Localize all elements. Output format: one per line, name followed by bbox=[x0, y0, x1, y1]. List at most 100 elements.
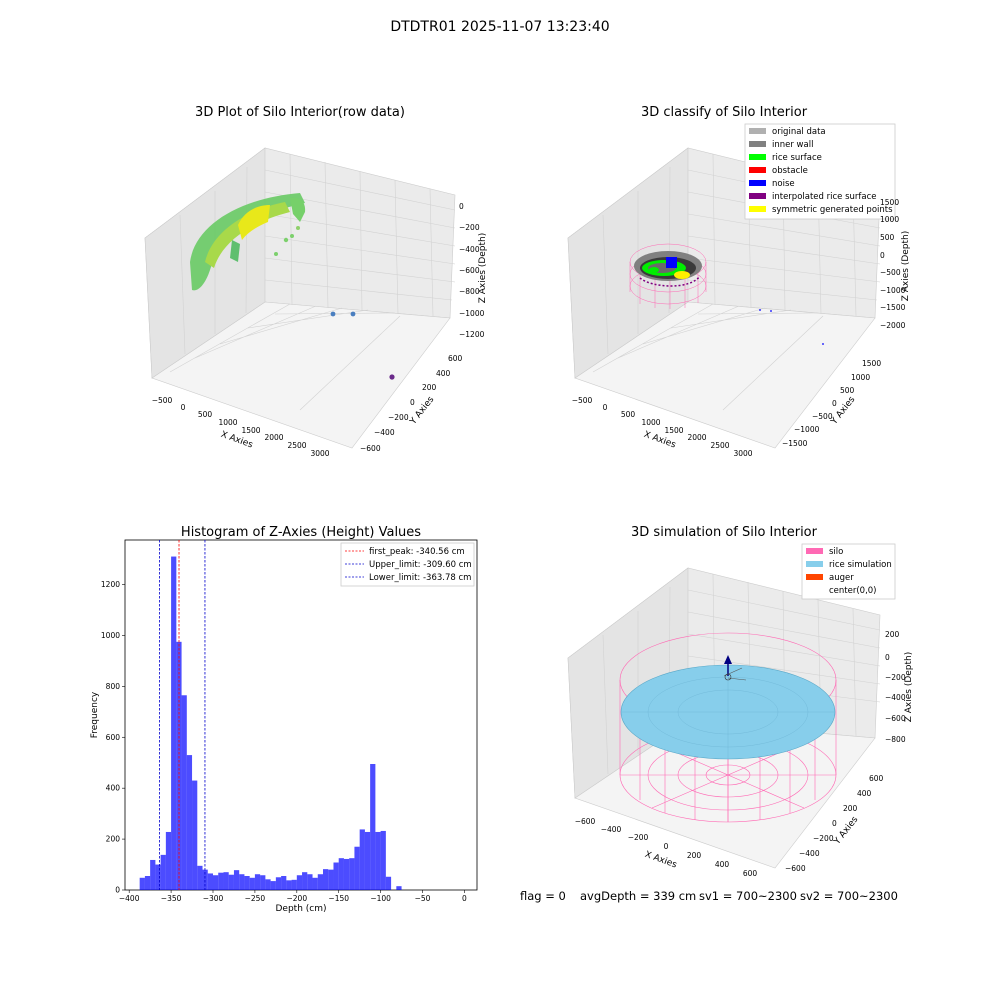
classify-x-tick-6: 2500 bbox=[710, 441, 729, 450]
legend-swatch-noise bbox=[749, 180, 766, 186]
histogram-y-ticks: 0 200 400 600 800 1000 1200 bbox=[101, 580, 125, 895]
histogram-x-tick-label: −50 bbox=[415, 894, 431, 903]
histogram-panel: Histogram of Z-Axies (Height) Values −40… bbox=[90, 525, 478, 914]
histogram-bar bbox=[233, 870, 240, 890]
histogram-legend: first_peak: -340.56 cm Upper_limit: -309… bbox=[340, 542, 475, 587]
classify-y-tick-2: 500 bbox=[840, 386, 855, 395]
histogram-bar bbox=[296, 875, 303, 890]
raw-x-tick-2: 500 bbox=[198, 410, 213, 419]
histogram-y-tick-label: 1200 bbox=[101, 580, 120, 589]
simulation-x-tick-4: 200 bbox=[687, 851, 702, 860]
classify-y-ticks: 1500 1000 500 0 −500 −1000 −1500 bbox=[782, 359, 881, 448]
classify-x-tick-4: 1500 bbox=[664, 426, 683, 435]
simulation-y-tick-4: −200 bbox=[813, 834, 834, 843]
histogram-bar bbox=[218, 872, 224, 890]
status-footer: flag = 0 avgDepth = 339 cm sv1 = 700~230… bbox=[520, 889, 898, 903]
classify-legend: original data inner wall rice surface ob… bbox=[744, 123, 896, 220]
simulation-y-tick-0: 600 bbox=[869, 774, 884, 783]
footer-flag: flag = 0 bbox=[520, 889, 566, 903]
simulation-x-tick-0: −600 bbox=[575, 817, 596, 826]
simulation-z-tick-0: 200 bbox=[885, 630, 900, 639]
classify-x-ticks: −500 0 500 1000 1500 2000 2500 3000 bbox=[572, 396, 753, 458]
raw-x-tick-4: 1500 bbox=[241, 426, 260, 435]
footer-avg-depth: avgDepth = 339 cm bbox=[580, 889, 696, 903]
histogram-bar bbox=[144, 876, 151, 890]
histogram-bar bbox=[223, 872, 229, 890]
legend-label-interpolated-rice-surface: interpolated rice surface bbox=[772, 192, 877, 202]
classify-x-tick-1: 0 bbox=[603, 403, 608, 412]
simulation-y-tick-2: 200 bbox=[843, 804, 858, 813]
legend-swatch-rice-surface bbox=[749, 154, 766, 160]
histogram-bar bbox=[197, 865, 203, 890]
raw-y-tick-0: 600 bbox=[448, 354, 463, 363]
classify-z-ticks: 1500 1000 500 0 −500 −1000 −1500 −2000 bbox=[880, 198, 906, 330]
histogram-vlines bbox=[159, 540, 206, 890]
raw-panel-title: 3D Plot of Silo Interior(row data) bbox=[195, 105, 405, 120]
simulation-z-tick-1: 0 bbox=[885, 653, 890, 662]
legend-label-original-data: original data bbox=[772, 127, 826, 137]
simulation-z-axis-label: Z Axies (Depth) bbox=[904, 652, 914, 723]
simulation-x-tick-5: 400 bbox=[715, 860, 730, 869]
histogram-bar bbox=[270, 881, 276, 890]
legend-swatch-symmetric bbox=[749, 206, 766, 212]
histogram-bar bbox=[291, 879, 297, 890]
simulation-x-tick-3: 0 bbox=[664, 842, 669, 851]
histogram-x-tick-label: −150 bbox=[328, 894, 349, 903]
classify-y-tick-0: 1500 bbox=[862, 359, 881, 368]
histogram-y-tick-label: 800 bbox=[106, 682, 121, 691]
legend-label-auger: auger bbox=[829, 573, 854, 583]
raw-y-tick-2: 200 bbox=[422, 383, 437, 392]
histogram-bar bbox=[202, 869, 208, 890]
histogram-bar bbox=[333, 862, 339, 890]
histogram-bar bbox=[254, 874, 261, 890]
legend-lower-limit: Lower_limit: -363.78 cm bbox=[369, 573, 471, 583]
legend-label-inner-wall: inner wall bbox=[772, 140, 813, 150]
classify-y-tick-3: 0 bbox=[832, 399, 837, 408]
legend-label-silo: silo bbox=[829, 547, 843, 557]
classify-z-axis-label: Z Axies (Depth) bbox=[901, 231, 911, 302]
histogram-bar bbox=[281, 876, 287, 890]
footer-sv2: sv2 = 700~2300 bbox=[800, 889, 898, 903]
raw-z-tick-3: −600 bbox=[459, 266, 480, 275]
legend-swatch-original bbox=[749, 128, 766, 134]
histogram-y-tick-label: 0 bbox=[115, 886, 120, 895]
histogram-bar bbox=[275, 877, 282, 890]
simulation-z-tick-2: −200 bbox=[885, 673, 906, 682]
histogram-x-tick-label: −350 bbox=[161, 894, 182, 903]
classify-z-tick-6: −1500 bbox=[880, 303, 906, 312]
histogram-bar bbox=[228, 874, 234, 890]
legend-swatch-rice-simulation bbox=[806, 561, 823, 567]
legend-label-symmetric-generated-points: symmetric generated points bbox=[772, 205, 893, 215]
figure-suptitle: DTDTR01 2025-11-07 13:23:40 bbox=[390, 19, 609, 35]
raw-z-tick-1: −200 bbox=[459, 223, 480, 232]
histogram-x-tick-label: −200 bbox=[287, 894, 308, 903]
classify-z-tick-1: 1000 bbox=[880, 215, 899, 224]
classify-z-tick-0: 1500 bbox=[880, 198, 899, 207]
histogram-bar bbox=[239, 874, 245, 890]
simulation-z-ticks: 200 0 −200 −400 −600 −800 bbox=[885, 630, 906, 744]
legend-label-center: center(0,0) bbox=[829, 586, 877, 596]
silo-wireframe bbox=[619, 632, 837, 823]
histogram-bar bbox=[181, 695, 187, 890]
footer-sv1: sv1 = 700~2300 bbox=[699, 889, 797, 903]
legend-swatch-inner-wall bbox=[749, 141, 766, 147]
histogram-x-tick-label: −100 bbox=[370, 894, 391, 903]
classify-z-tick-3: 0 bbox=[880, 251, 885, 260]
histogram-bar bbox=[171, 556, 177, 890]
raw-y-tick-4: −200 bbox=[388, 413, 409, 422]
raw-x-tick-1: 0 bbox=[181, 403, 186, 412]
raw-y-tick-3: 0 bbox=[410, 398, 415, 407]
raw-point-cloud bbox=[190, 193, 395, 380]
raw-x-tick-7: 3000 bbox=[310, 449, 329, 458]
histogram-bar bbox=[323, 869, 329, 890]
raw-x-tick-5: 2000 bbox=[264, 433, 283, 442]
legend-label-obstacle: obstacle bbox=[772, 166, 808, 176]
simulation-panel: 3D simulation of Silo Interior bbox=[567, 525, 914, 878]
histogram-bar bbox=[396, 886, 402, 890]
legend-label-rice-surface: rice surface bbox=[772, 153, 822, 163]
histogram-bar bbox=[302, 872, 308, 890]
histogram-bar bbox=[192, 780, 198, 890]
histogram-bar bbox=[312, 877, 318, 890]
histogram-bar bbox=[265, 879, 271, 890]
classify-panel: 3D classify of Silo Interior bbox=[567, 105, 911, 458]
